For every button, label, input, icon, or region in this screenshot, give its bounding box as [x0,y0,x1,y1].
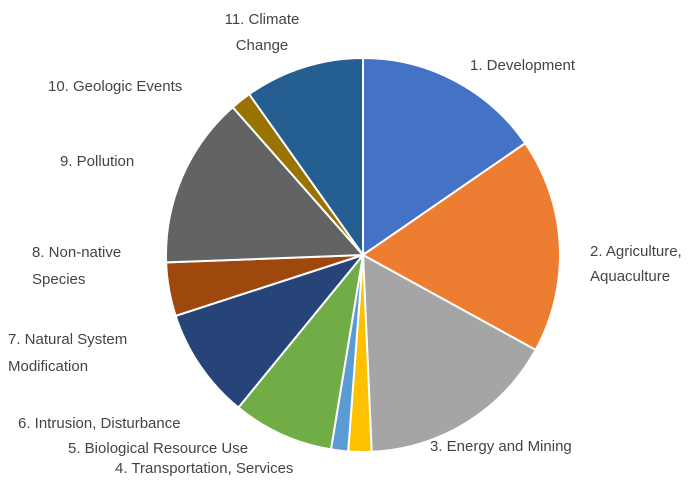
pie-slice-7 [174,252,366,409]
slice-label-4-line-1: 4. Transportation, Services [115,460,293,477]
pie-slice-11 [247,56,364,259]
pie-labels: 1. Development 2. Agriculture, Aquaculture… [8,11,682,477]
pie-slice-9 [165,105,366,264]
pie-slice-1 [362,56,527,257]
slice-label-2: 2. Agriculture, Aquaculture [590,243,682,285]
slice-label-7: 7. Natural System Modification [8,331,127,375]
slice-label-7-line-2: Modification [8,358,88,375]
slice-label-10-line-1: 10. Geologic Events [48,78,182,95]
slice-label-8-line-1: 8. Non-native [32,244,121,261]
slice-label-9-line-1: 9. Pollution [60,153,134,170]
slice-label-5: 5. Biological Resource Use [68,440,248,457]
slice-label-1-line-1: 1. Development [470,57,576,74]
slice-label-8-line-2: Species [32,271,85,288]
slice-label-6-line-1: 6. Intrusion, Disturbance [18,415,181,432]
slice-label-6: 6. Intrusion, Disturbance [18,415,181,432]
slice-label-11-line-2: Change [236,37,289,54]
slice-label-7-line-1: 7. Natural System [8,331,127,348]
slice-label-4: 4. Transportation, Services [115,460,293,477]
slice-label-8: 8. Non-native Species [32,244,121,288]
slice-label-2-line-2: Aquaculture [590,268,670,285]
slice-label-11: 11. Climate Change [225,11,300,54]
slice-label-11-line-1: 11. Climate [225,11,300,28]
slice-label-3-line-1: 3. Energy and Mining [430,438,572,455]
slice-label-2-line-1: 2. Agriculture, [590,243,682,260]
slice-label-10: 10. Geologic Events [48,78,182,95]
pie-slice-3 [361,253,537,453]
pie-slice-2 [361,141,561,352]
slice-label-3: 3. Energy and Mining [430,438,572,455]
slice-label-5-line-1: 5. Biological Resource Use [68,440,248,457]
slice-label-1: 1. Development [470,57,576,74]
pie-slice-6 [236,251,365,451]
slice-label-9: 9. Pollution [60,153,134,170]
pie-slices [165,56,561,453]
